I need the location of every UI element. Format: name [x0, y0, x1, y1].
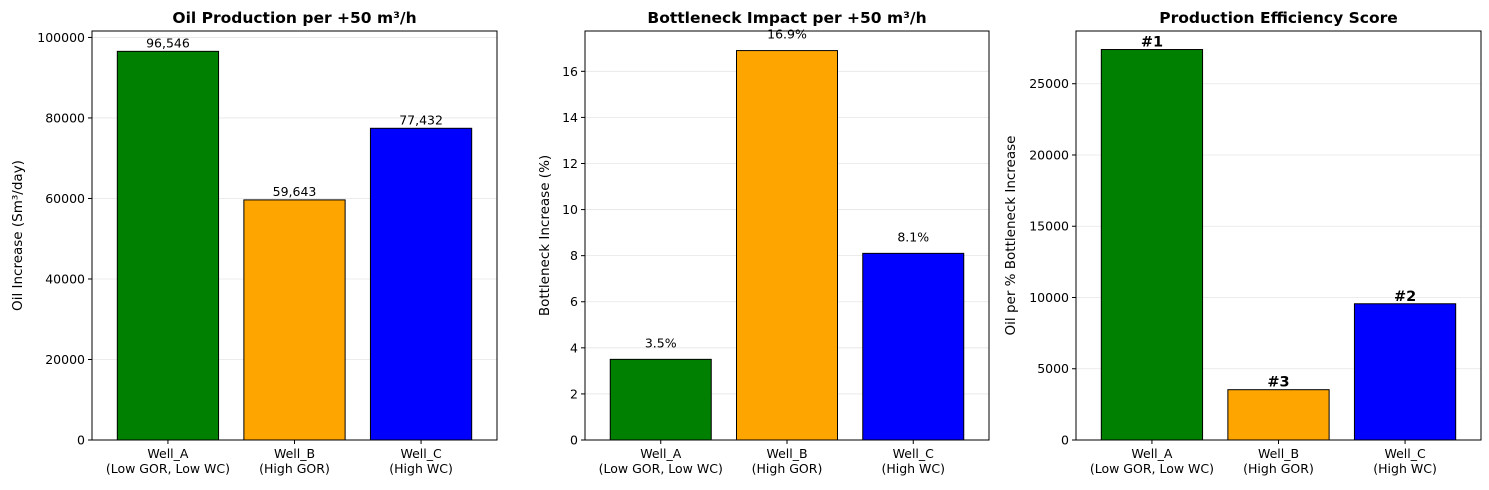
x-tick-label: (High WC): [1373, 461, 1437, 476]
data-label: 59,643: [273, 184, 317, 199]
chart-title: Oil Production per +50 m³/h: [172, 9, 416, 27]
y-axis-label: Bottleneck Increase (%): [537, 155, 553, 316]
y-tick-label: 5000: [1037, 361, 1069, 376]
bar-1: [609, 358, 712, 441]
y-tick-label: 20000: [1029, 147, 1069, 162]
chart-title: Production Efficiency Score: [1159, 9, 1398, 27]
y-tick-label: 60000: [45, 191, 85, 206]
rank-label: #3: [1267, 375, 1289, 391]
data-label: 16.9%: [767, 27, 807, 42]
bar-3: [1353, 303, 1457, 441]
x-tick-label: (High WC): [881, 461, 945, 476]
x-tick-label: (High WC): [389, 461, 453, 476]
y-axis-label: Oil per % Bottleneck Increase: [1003, 136, 1019, 336]
x-tick-label: (High GOR): [259, 461, 330, 476]
y-axis-label: Oil Increase (Sm³/day): [10, 160, 26, 311]
y-tick-label: 10000: [1029, 290, 1069, 305]
y-tick-label: 0: [77, 433, 85, 448]
x-tick-label: Well_A: [147, 446, 189, 461]
bar-3: [862, 252, 965, 441]
x-tick-label: Well_A: [1131, 446, 1173, 461]
y-tick-label: 25000: [1029, 76, 1069, 91]
x-tick-label: (Low GOR, Low WC): [1090, 461, 1214, 476]
y-tick-label: 100000: [37, 30, 85, 45]
bar-3: [369, 127, 473, 441]
y-tick-label: 4: [570, 340, 578, 355]
y-tick-label: 80000: [45, 110, 85, 125]
y-tick-label: 6: [570, 294, 578, 309]
x-tick-label: Well_B: [1258, 446, 1299, 461]
data-label: 77,432: [399, 112, 443, 127]
chart-title: Bottleneck Impact per +50 m³/h: [647, 9, 926, 27]
x-tick-label: (High GOR): [1243, 461, 1314, 476]
y-tick-label: 20000: [45, 352, 85, 367]
y-tick-label: 8: [570, 248, 578, 263]
x-tick-label: Well_C: [1384, 446, 1426, 461]
x-tick-label: Well_B: [274, 446, 315, 461]
chart-panel-2: 3.5% 16.9% 8.1% 0 2 4 6 8 10 12 14 16 Well_A(Low GOR…: [537, 9, 990, 476]
chart-panel-1: 96,546 59,643 77,432 0 20000 40000 60000 80000 1…: [10, 9, 498, 476]
y-tick-label: 0: [1061, 433, 1069, 448]
data-label: 96,546: [146, 35, 190, 50]
y-tick-label: 15000: [1029, 219, 1069, 234]
y-tick-label: 16: [562, 64, 578, 79]
bar-1: [116, 50, 220, 441]
y-tick-label: 2: [570, 386, 578, 401]
y-tick-label: 40000: [45, 271, 85, 286]
y-tick-label: 10: [562, 202, 578, 217]
x-tick-label: Well_B: [766, 446, 807, 461]
bar-2: [243, 199, 346, 441]
x-tick-label: Well_C: [893, 446, 935, 461]
x-tick-label: (Low GOR, Low WC): [599, 461, 723, 476]
data-label: 8.1%: [897, 229, 929, 244]
bar-1: [1100, 49, 1204, 441]
rank-label: #2: [1394, 289, 1416, 305]
x-tick-label: (Low GOR, Low WC): [106, 461, 230, 476]
x-tick-label: Well_C: [400, 446, 442, 461]
data-label: 3.5%: [645, 335, 677, 350]
chart-panel-3: #1 #3 #2 0 5000 10000 15000 20000 25000 Well_A(Lo…: [1003, 9, 1482, 476]
y-tick-label: 0: [570, 433, 578, 448]
x-tick-label: Well_A: [640, 446, 682, 461]
bar-2: [1227, 389, 1330, 441]
bar-2: [736, 50, 838, 441]
y-tick-label: 14: [562, 110, 578, 125]
x-tick-label: (High GOR): [752, 461, 823, 476]
rank-label: #1: [1141, 35, 1163, 51]
y-tick-label: 12: [562, 156, 578, 171]
